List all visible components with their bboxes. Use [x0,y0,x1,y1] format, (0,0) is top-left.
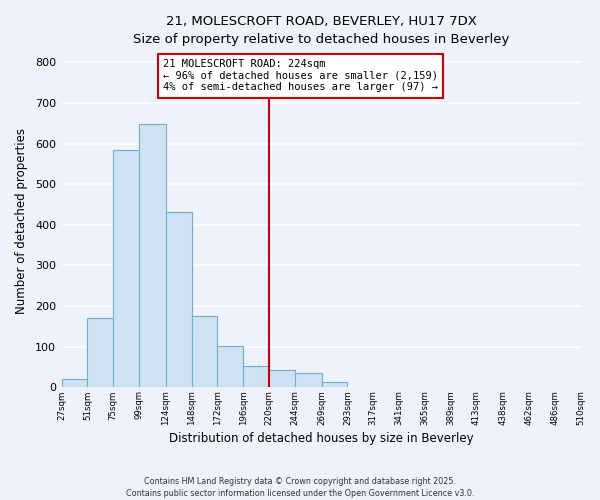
Bar [113,150,139,388]
Bar [322,382,347,388]
Bar [295,373,322,388]
Bar [269,370,295,388]
Y-axis label: Number of detached properties: Number of detached properties [15,128,28,314]
Bar [243,366,269,388]
Bar [139,124,166,388]
Bar [555,386,581,388]
Bar [217,346,243,388]
X-axis label: Distribution of detached houses by size in Beverley: Distribution of detached houses by size … [169,432,473,445]
Title: 21, MOLESCROFT ROAD, BEVERLEY, HU17 7DX
Size of property relative to detached ho: 21, MOLESCROFT ROAD, BEVERLEY, HU17 7DX … [133,15,509,46]
Bar [62,380,88,388]
Text: Contains HM Land Registry data © Crown copyright and database right 2025.
Contai: Contains HM Land Registry data © Crown c… [126,476,474,498]
Bar [88,318,113,388]
Text: 21 MOLESCROFT ROAD: 224sqm
← 96% of detached houses are smaller (2,159)
4% of se: 21 MOLESCROFT ROAD: 224sqm ← 96% of deta… [163,59,438,92]
Bar [166,212,191,388]
Bar [191,316,217,388]
